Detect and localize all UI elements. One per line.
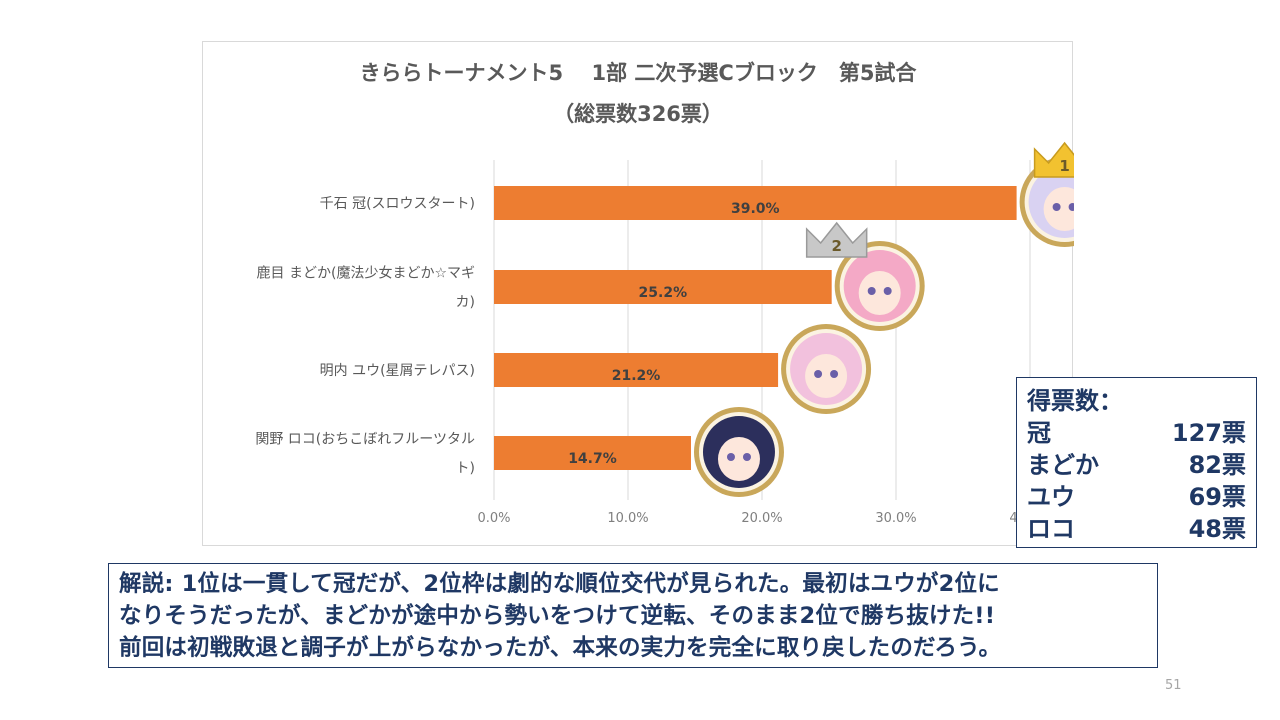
bar-4 [494, 436, 691, 470]
x-tick-label: 20.0% [741, 511, 782, 526]
character-avatar-4 [693, 407, 784, 497]
vote-heading: 得票数： [1027, 387, 1123, 415]
data-label: 39.0% [731, 201, 780, 217]
x-tick-label: 30.0% [875, 511, 916, 526]
x-tick-label: 10.0% [607, 511, 648, 526]
rank-number: 1 [1059, 157, 1069, 175]
commentary-box: 解説: 1位は一貫して冠だが、2位枠は劇的な順位交代が見られた。最初はユウが2位… [108, 563, 1158, 668]
rank-crown-2: 2 [805, 221, 868, 258]
vote-name: まどか [1027, 451, 1099, 479]
category-label: 明内 ユウ(星屑テレパス) [320, 363, 475, 379]
category-label: 関野 ロコ(おちこぼれフルーツタル [255, 432, 475, 448]
chart-title: きららトーナメント5 1部 二次予選Cブロック 第5試合 [360, 61, 918, 85]
rank-number: 2 [831, 237, 841, 255]
character-avatar-1 [1019, 157, 1074, 247]
x-tick-label: 0.0% [477, 511, 510, 526]
vote-row: 冠 127票 [1027, 417, 1246, 449]
bar-3 [494, 353, 779, 387]
vote-row: まどか 82票 [1027, 449, 1246, 481]
rank-crown-1: 1 [1033, 141, 1074, 178]
data-label: 14.7% [568, 451, 617, 467]
vote-count: 69票 [1188, 483, 1246, 511]
commentary-line: なりそうだったが、まどかが途中から勢いをつけて逆転、そのまま2位で勝ち抜けた!! [119, 603, 996, 629]
category-label: 鹿目 まどか(魔法少女まどか☆マギ [257, 265, 475, 282]
vote-name: ユウ [1027, 483, 1075, 511]
vote-name: ロコ [1027, 515, 1075, 543]
category-label: ト) [456, 461, 475, 477]
data-label: 25.2% [639, 285, 688, 301]
character-avatar-2 [834, 241, 925, 331]
vote-count: 48票 [1188, 515, 1246, 543]
chart-subtitle: （総票数326票） [553, 102, 723, 126]
commentary-line: 前回は初戦敗退と調子が上がらなかったが、本来の実力を完全に取り戻したのだろう。 [119, 635, 1002, 661]
page-number: 51 [1165, 678, 1182, 693]
character-avatar-3 [781, 324, 872, 414]
bar-chart: きららトーナメント5 1部 二次予選Cブロック 第5試合 （総票数326票） 0… [255, 61, 1074, 526]
bar-2 [494, 270, 832, 304]
commentary-line: 解説: 1位は一貫して冠だが、2位枠は劇的な順位交代が見られた。最初はユウが2位… [119, 571, 1000, 597]
category-label: 千石 冠(スロウスタート) [320, 196, 475, 212]
vote-row: ロコ 48票 [1027, 513, 1246, 545]
data-label: 21.2% [612, 368, 661, 384]
vote-count: 82票 [1188, 451, 1246, 479]
vote-count: 127票 [1171, 419, 1246, 447]
vote-row: ユウ 69票 [1027, 481, 1246, 513]
chart-frame: きららトーナメント5 1部 二次予選Cブロック 第5試合 （総票数326票） 0… [202, 41, 1074, 546]
category-label: カ) [456, 295, 475, 311]
bar-1 [494, 186, 1017, 220]
vote-count-box: 得票数： 冠 127票まどか 82票ユウ 69票ロコ 48票 [1016, 377, 1257, 548]
vote-name: 冠 [1027, 419, 1051, 447]
